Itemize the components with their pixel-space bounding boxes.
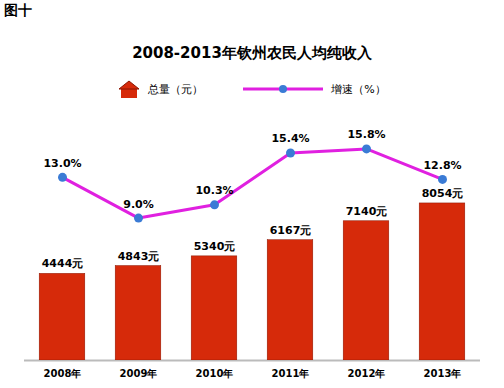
svg-text:2012年: 2012年	[348, 368, 386, 379]
html-text:2008-2013年钦州农民人均纯收入: 2008-2013年钦州农民人均纯收入	[132, 44, 372, 62]
html-text:图十: 图十	[4, 2, 32, 18]
svg-text:2011年: 2011年	[272, 368, 310, 379]
svg-text:7140元: 7140元	[346, 205, 388, 218]
svg-text:2009年: 2009年	[120, 368, 158, 379]
svg-text:2008年: 2008年	[44, 368, 82, 379]
svg-text:4444元: 4444元	[42, 257, 84, 270]
svg-text:8054元: 8054元	[422, 187, 464, 200]
svg-text:9.0%: 9.0%	[123, 198, 154, 211]
svg-text:4843元: 4843元	[118, 250, 160, 263]
svg-text:5340元: 5340元	[194, 240, 236, 253]
svg-text:12.8%: 12.8%	[423, 159, 461, 172]
svg-text:6167元: 6167元	[270, 224, 312, 237]
svg-text:10.3%: 10.3%	[195, 184, 233, 197]
html-text:增速（%）: 增速（%）	[331, 82, 386, 96]
svg-text:15.4%: 15.4%	[271, 132, 309, 145]
html-text:总量（元）: 总量（元）	[148, 82, 204, 96]
svg-text:2013年: 2013年	[424, 368, 462, 379]
svg-text:13.0%: 13.0%	[43, 157, 81, 170]
svg-text:15.8%: 15.8%	[347, 128, 385, 141]
svg-text:2010年: 2010年	[196, 368, 234, 379]
